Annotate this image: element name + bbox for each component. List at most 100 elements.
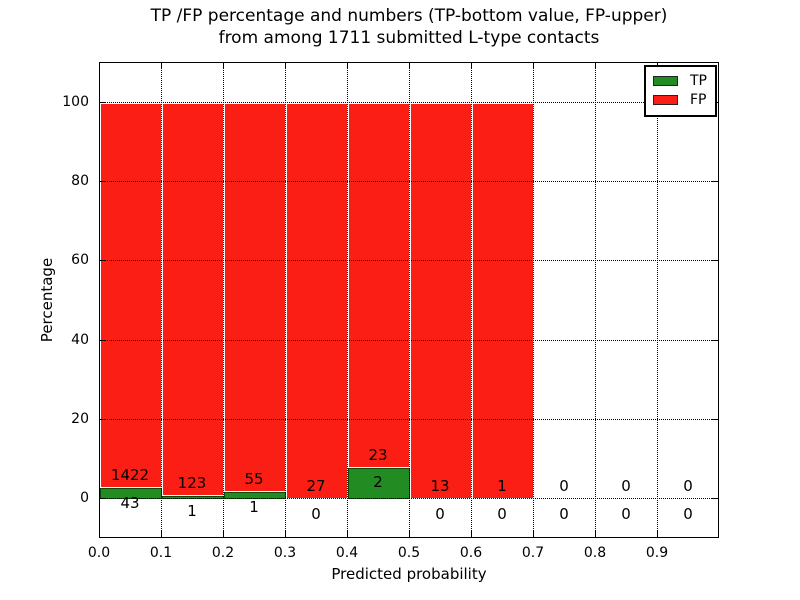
y-tick-label: 40 [71, 331, 89, 348]
y-axis-label: Percentage [38, 257, 56, 343]
gridline-x-0.5 [409, 63, 410, 537]
tp-swatch-icon [653, 75, 678, 86]
chart-title-line2: from among 1711 submitted L-type contact… [218, 28, 600, 48]
gridline-y-80 [100, 181, 718, 182]
fp-count-label: 27 [306, 477, 326, 496]
x-tick-label: 0.9 [645, 545, 669, 561]
x-tick-bottom [595, 531, 596, 537]
gridline-x-0.7 [533, 63, 534, 537]
x-tick-top [347, 63, 348, 69]
legend-item-fp: FP [653, 90, 708, 109]
x-tick-label: 0.1 [149, 545, 173, 561]
fp-swatch-icon [653, 94, 678, 105]
x-tick-label: 0.0 [87, 545, 111, 561]
tp-count-label: 43 [120, 493, 140, 512]
y-tick-left [100, 101, 106, 103]
bar-fp-0.3 [286, 102, 348, 500]
y-tick-label: 80 [71, 173, 89, 189]
x-tick-top [285, 63, 286, 69]
y-tick-label: 20 [71, 411, 89, 427]
tp-count-label: 0 [311, 505, 321, 524]
x-tick-label: 0.5 [397, 545, 421, 561]
fp-count-label: 13 [430, 477, 450, 496]
gridline-x-0.4 [347, 63, 348, 537]
tp-count-label: 0 [559, 505, 569, 524]
bar-fp-0.1 [162, 102, 224, 497]
bar-fp-0.2 [224, 102, 286, 493]
tp-count-label: 0 [497, 505, 507, 524]
fp-count-label: 123 [177, 474, 207, 493]
y-tick-right [712, 181, 718, 182]
tp-count-label: 1 [249, 498, 259, 517]
fp-count-label: 0 [621, 477, 631, 496]
x-tick-top [409, 63, 410, 69]
x-tick-top [533, 63, 534, 69]
x-axis-label: Predicted probability [331, 565, 487, 583]
tp-count-label: 1 [187, 502, 197, 520]
x-tick-label: 0.6 [459, 545, 483, 561]
gridline-y-20 [100, 419, 718, 420]
x-tick-bottom [223, 531, 224, 537]
bar-fp-0.5 [410, 102, 472, 500]
bar-fp-0 [100, 102, 162, 488]
x-tick-bottom [161, 531, 162, 537]
x-tick-top [223, 63, 224, 69]
y-tick-right [712, 260, 718, 262]
x-tick-label: 0.2 [211, 545, 235, 561]
x-tick-bottom [285, 531, 286, 537]
gridline-y-0 [100, 498, 718, 500]
y-tick-right [712, 339, 718, 341]
tp-count-label: 2 [373, 473, 383, 492]
x-tick-bottom [409, 531, 410, 537]
x-tick-bottom [347, 531, 348, 537]
x-tick-label: 0.7 [521, 545, 545, 561]
y-tick-right [712, 498, 718, 500]
x-tick-top [595, 63, 596, 69]
y-tick-label: 0 [80, 490, 89, 507]
gridline-x-0.2 [223, 63, 224, 537]
legend-label-fp: FP [690, 91, 707, 108]
legend-item-tp: TP [653, 71, 708, 90]
x-tick-label: 0.4 [335, 545, 359, 561]
x-tick-bottom [471, 531, 472, 537]
chart-title-line1: TP /FP percentage and numbers (TP-bottom… [150, 6, 668, 26]
x-tick-bottom [533, 531, 534, 537]
legend: TP FP [644, 65, 717, 117]
x-tick-top [161, 63, 162, 69]
x-tick-top [471, 63, 472, 69]
y-tick-label: 60 [71, 252, 89, 269]
gridline-y-100 [100, 101, 718, 103]
y-tick-left [100, 181, 106, 182]
fp-count-label: 0 [559, 477, 569, 496]
bar-fp-0.4 [348, 102, 410, 468]
x-tick-bottom [657, 531, 658, 537]
y-tick-label: 100 [62, 93, 89, 110]
tp-count-label: 0 [435, 505, 445, 524]
tp-count-label: 0 [683, 505, 693, 524]
y-tick-left [100, 339, 106, 341]
gridline-x-0.9 [657, 63, 658, 537]
gridline-y-40 [100, 339, 718, 341]
gridline-x-0.6 [471, 63, 472, 537]
tp-count-label: 0 [621, 505, 631, 524]
bar-fp-0.6 [472, 102, 534, 500]
fp-count-label: 1 [497, 477, 507, 496]
gridline-y-60 [100, 260, 718, 262]
y-tick-left [100, 498, 106, 500]
fp-count-label: 1422 [110, 465, 150, 484]
fp-count-label: 55 [244, 470, 264, 489]
gridline-x-0.1 [161, 63, 162, 537]
y-tick-left [100, 260, 106, 262]
fp-count-label: 23 [368, 445, 388, 464]
plot-area [99, 62, 719, 538]
x-tick-label: 0.8 [583, 545, 607, 561]
legend-label-tp: TP [690, 72, 707, 89]
chart-title: TP /FP percentage and numbers (TP-bottom… [99, 5, 719, 49]
y-tick-left [100, 419, 106, 420]
gridline-x-0.8 [595, 63, 596, 537]
x-tick-label: 0.3 [273, 545, 297, 561]
gridline-x-0.3 [285, 63, 286, 537]
y-tick-right [712, 419, 718, 420]
fp-count-label: 0 [683, 477, 693, 496]
